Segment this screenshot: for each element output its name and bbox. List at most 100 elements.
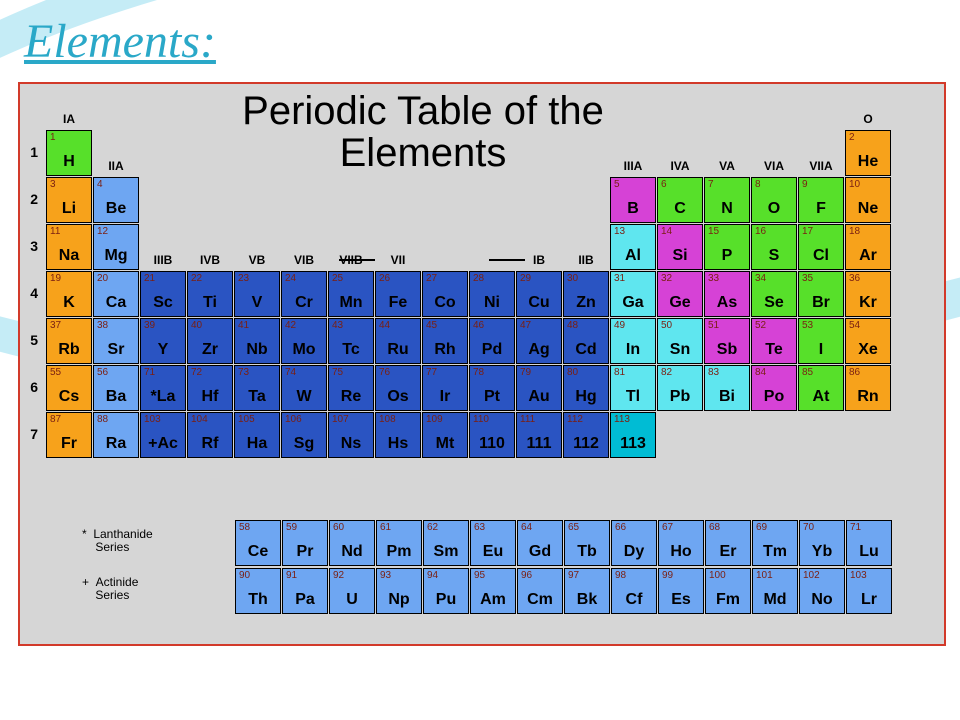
element-cell-hf: 72Hf <box>187 365 233 411</box>
element-symbol: S <box>752 247 796 265</box>
element-symbol: Ho <box>659 543 703 561</box>
element-symbol: Cd <box>564 341 608 359</box>
atomic-number: 105 <box>238 414 255 425</box>
element-symbol: Lr <box>847 591 891 609</box>
element-symbol: Md <box>753 591 797 609</box>
element-cell-u: 92U <box>329 568 375 614</box>
element-cell-bi: 83Bi <box>704 365 750 411</box>
element-cell-ba: 56Ba <box>93 365 139 411</box>
element-cell-fr: 87Fr <box>46 412 92 458</box>
atomic-number: 113 <box>614 414 630 425</box>
element-symbol: Nd <box>330 543 374 561</box>
element-cell-br: 35Br <box>798 271 844 317</box>
element-cell-sc: 21Sc <box>140 271 186 317</box>
element-cell-ga: 31Ga <box>610 271 656 317</box>
element-cell-+ac: 103+Ac <box>140 412 186 458</box>
atomic-number: 54 <box>849 320 860 331</box>
atomic-number: 45 <box>426 320 437 331</box>
atomic-number: 47 <box>520 320 531 331</box>
element-symbol: B <box>611 200 655 218</box>
atomic-number: 81 <box>614 367 625 378</box>
element-symbol: Cm <box>518 591 562 609</box>
atomic-number: 84 <box>755 367 766 378</box>
atomic-number: 23 <box>238 273 249 284</box>
element-cell-np: 93Np <box>376 568 422 614</box>
element-cell-i: 53I <box>798 318 844 364</box>
atomic-number: 15 <box>708 226 719 237</box>
atomic-number: 30 <box>567 273 578 284</box>
element-cell-he: 2He <box>845 130 891 176</box>
atomic-number: 27 <box>426 273 437 284</box>
atomic-number: 79 <box>520 367 531 378</box>
element-cell-ho: 67Ho <box>658 520 704 566</box>
atomic-number: 1 <box>50 132 56 143</box>
atomic-number: 111 <box>520 414 535 425</box>
element-symbol: Mg <box>94 247 138 265</box>
element-symbol: Al <box>611 247 655 265</box>
element-symbol: Ar <box>846 247 890 265</box>
element-cell-dy: 66Dy <box>611 520 657 566</box>
atomic-number: 39 <box>144 320 155 331</box>
atomic-number: 78 <box>473 367 484 378</box>
element-cell-th: 90Th <box>235 568 281 614</box>
element-cell-os: 76Os <box>375 365 421 411</box>
element-cell-si: 14Si <box>657 224 703 270</box>
element-cell-ha: 105Ha <box>234 412 280 458</box>
element-cell-am: 95Am <box>470 568 516 614</box>
element-cell-sb: 51Sb <box>704 318 750 364</box>
element-cell-rn: 86Rn <box>845 365 891 411</box>
element-cell-tb: 65Tb <box>564 520 610 566</box>
atomic-number: 18 <box>849 226 860 237</box>
period-label: 6 <box>24 379 38 395</box>
atomic-number: 82 <box>661 367 672 378</box>
element-symbol: +Ac <box>141 435 185 453</box>
element-symbol: Zr <box>188 341 232 359</box>
atomic-number: 103 <box>850 570 867 581</box>
atomic-number: 106 <box>285 414 302 425</box>
element-cell-pd: 46Pd <box>469 318 515 364</box>
element-symbol: N <box>705 200 749 218</box>
lanth-series-label: * Lanthanide Series <box>82 528 153 554</box>
element-cell-o: 8O <box>751 177 797 223</box>
element-symbol: As <box>705 294 749 312</box>
atomic-number: 42 <box>285 320 296 331</box>
atomic-number: 34 <box>755 273 766 284</box>
element-symbol: Fe <box>376 294 420 312</box>
element-cell-ge: 32Ge <box>657 271 703 317</box>
group-label: IIIA <box>610 159 656 173</box>
element-symbol: 113 <box>611 435 655 453</box>
element-cell-eu: 63Eu <box>470 520 516 566</box>
element-cell-ag: 47Ag <box>516 318 562 364</box>
element-symbol: At <box>799 388 843 406</box>
element-symbol: Cr <box>282 294 326 312</box>
element-cell-nb: 41Nb <box>234 318 280 364</box>
atomic-number: 70 <box>803 522 814 533</box>
element-cell-rb: 37Rb <box>46 318 92 364</box>
element-cell-pm: 61Pm <box>376 520 422 566</box>
element-symbol: Ns <box>329 435 373 453</box>
element-symbol: Cu <box>517 294 561 312</box>
atomic-number: 5 <box>614 179 620 190</box>
element-symbol: Co <box>423 294 467 312</box>
element-cell-v: 23V <box>234 271 280 317</box>
group-label: VA <box>704 159 750 173</box>
element-symbol: Dy <box>612 543 656 561</box>
element-symbol: Tb <box>565 543 609 561</box>
element-symbol: Es <box>659 591 703 609</box>
element-symbol: Pd <box>470 341 514 359</box>
atomic-number: 87 <box>50 414 61 425</box>
atomic-number: 25 <box>332 273 343 284</box>
group-label: VB <box>234 253 280 267</box>
element-cell-cf: 98Cf <box>611 568 657 614</box>
element-cell-hs: 108Hs <box>375 412 421 458</box>
atomic-number: 100 <box>709 570 726 581</box>
atomic-number: 21 <box>144 273 155 284</box>
atomic-number: 38 <box>97 320 108 331</box>
element-symbol: Rf <box>188 435 232 453</box>
atomic-number: 86 <box>849 367 860 378</box>
atomic-number: 11 <box>50 226 60 237</box>
element-cell-h: 1H <box>46 130 92 176</box>
atomic-number: 60 <box>333 522 344 533</box>
element-symbol: Sm <box>424 543 468 561</box>
atomic-number: 107 <box>332 414 349 425</box>
